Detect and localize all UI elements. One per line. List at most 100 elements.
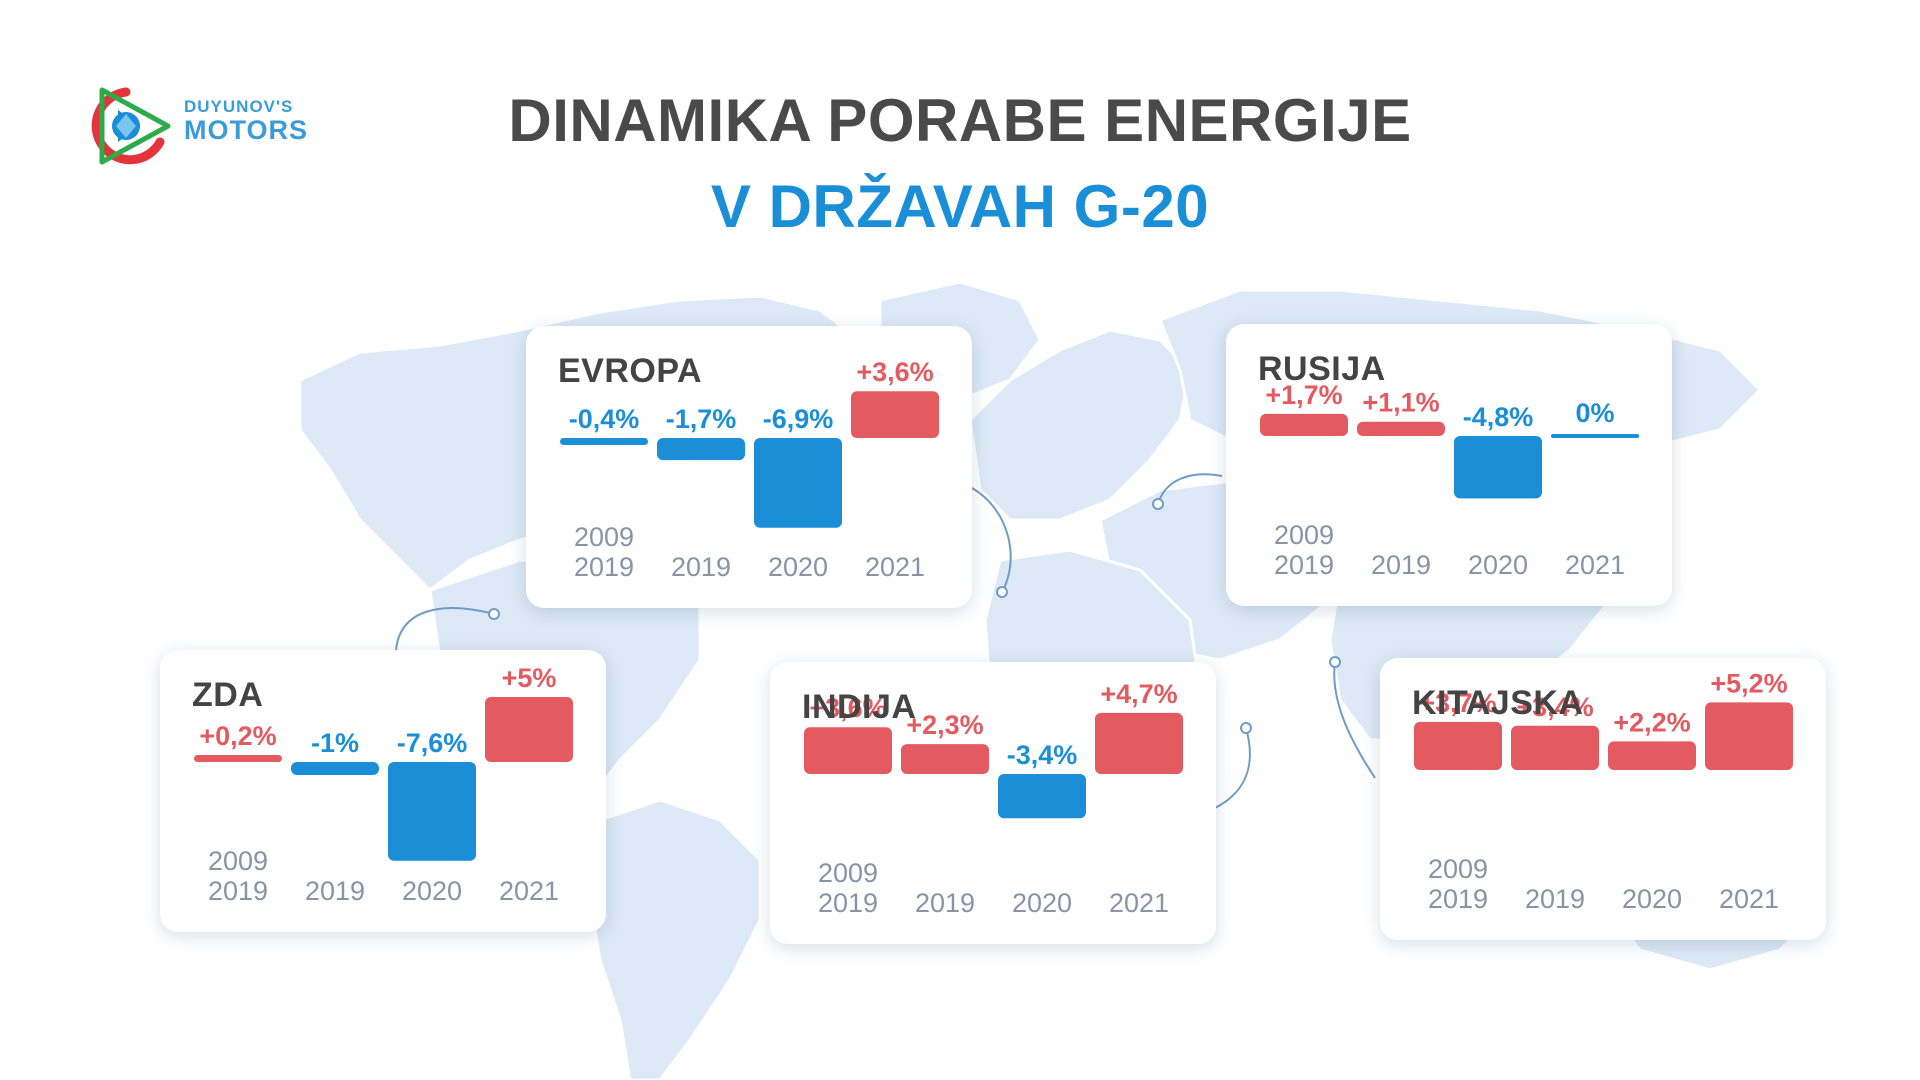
value-label-indija-0: +3,6% (809, 693, 886, 723)
logo-wordmark: DUYUNOV'S MOTORS (184, 98, 308, 144)
year-label-kitajska-0-1: 2019 (1428, 884, 1488, 914)
year-label-zda-0-0: 2009 (208, 846, 268, 876)
connector-kitajska (1333, 661, 1376, 779)
value-label-rusija-3: 0% (1575, 398, 1614, 428)
logo-line1: DUYUNOV'S (184, 97, 294, 116)
value-label-rusija-0: +1,7% (1265, 380, 1342, 410)
year-label-evropa-2-0: 2020 (768, 552, 828, 582)
card-title-evropa: EVROPA (558, 352, 703, 390)
year-label-rusija-3-0: 2021 (1565, 550, 1625, 580)
card-zda: +0,2% 2009 2019 -1% 2019 -7,6% 2020 +5% 2021 ZDA (160, 650, 606, 932)
year-label-rusija-0-0: 2009 (1274, 520, 1334, 550)
bar-rusija-2 (1454, 436, 1542, 499)
card-title-kitajska: KITAJSKA (1412, 684, 1584, 722)
bar-kitajska-1 (1511, 725, 1599, 770)
year-label-zda-3-0: 2021 (499, 876, 559, 906)
year-label-zda-1-0: 2019 (305, 876, 365, 906)
year-label-indija-0-1: 2019 (818, 888, 878, 918)
value-label-kitajska-3: +5,2% (1710, 668, 1787, 698)
connector-dot-evropa (996, 586, 1008, 598)
bar-zda-3 (485, 697, 573, 762)
bar-zda-1 (291, 762, 379, 775)
year-label-evropa-0-1: 2019 (574, 552, 634, 582)
value-label-evropa-3: +3,6% (856, 357, 933, 387)
bar-rusija-1 (1357, 421, 1445, 436)
value-label-zda-1: -1% (311, 728, 359, 758)
year-label-kitajska-0-0: 2009 (1428, 854, 1488, 884)
value-label-evropa-1: -1,7% (666, 404, 737, 434)
logo-line2: MOTORS (184, 115, 309, 145)
value-label-kitajska-0: +3,7% (1419, 688, 1496, 718)
connector-rusija (1157, 473, 1223, 505)
bar-kitajska-3 (1705, 702, 1793, 770)
bar-evropa-2 (754, 438, 842, 528)
connector-dot-zda (488, 608, 500, 620)
bar-rusija-3 (1551, 434, 1639, 438)
bar-rusija-0 (1260, 413, 1348, 436)
card-title-zda: ZDA (192, 676, 264, 714)
bar-indija-3 (1095, 712, 1183, 774)
bar-kitajska-0 (1414, 721, 1502, 770)
bar-evropa-0 (560, 438, 648, 445)
year-label-indija-1-0: 2019 (915, 888, 975, 918)
bar-indija-0 (804, 727, 892, 774)
year-label-indija-2-0: 2020 (1012, 888, 1072, 918)
map-south-america (588, 798, 762, 1080)
connector-dot-indija (1240, 722, 1252, 734)
connector-evropa (971, 487, 1012, 593)
value-label-indija-2: -3,4% (1007, 740, 1078, 770)
bar-evropa-3 (851, 391, 939, 438)
year-label-indija-0-0: 2009 (818, 858, 878, 888)
bar-evropa-1 (657, 438, 745, 461)
year-label-evropa-0-0: 2009 (574, 522, 634, 552)
card-rusija: +1,7% 2009 2019 +1,1% 2019 -4,8% 2020 0% 2021 RU… (1226, 324, 1672, 606)
year-label-rusija-1-0: 2019 (1371, 550, 1431, 580)
bar-zda-2 (388, 762, 476, 861)
value-label-kitajska-2: +2,2% (1613, 707, 1690, 737)
year-label-kitajska-1-0: 2019 (1525, 884, 1585, 914)
year-label-evropa-1-0: 2019 (671, 552, 731, 582)
bar-indija-2 (998, 774, 1086, 819)
card-indija: +3,6% 2009 2019 +2,3% 2019 -3,4% 2020 +4,7% 2021… (770, 662, 1216, 944)
year-label-kitajska-3-0: 2021 (1719, 884, 1779, 914)
logo: DUYUNOV'S MOTORS (88, 76, 348, 176)
connector-zda (395, 607, 495, 651)
bar-zda-0 (194, 755, 282, 762)
bar-indija-1 (901, 744, 989, 774)
year-label-rusija-0-1: 2019 (1274, 550, 1334, 580)
value-label-indija-1: +2,3% (906, 710, 983, 740)
year-label-rusija-2-0: 2020 (1468, 550, 1528, 580)
card-title-indija: INDIJA (802, 688, 917, 726)
value-label-zda-2: -7,6% (397, 728, 468, 758)
value-label-kitajska-1: +3,4% (1516, 692, 1593, 722)
card-title-rusija: RUSIJA (1258, 350, 1386, 388)
value-label-zda-0: +0,2% (199, 721, 276, 751)
card-kitajska: +3,7% 2009 2019 +3,4% 2019 +2,2% 2020 +5,2% 2021… (1380, 658, 1826, 940)
value-label-rusija-2: -4,8% (1463, 402, 1534, 432)
page-title: DINAMIKA PORABE ENERGIJE (508, 87, 1412, 154)
bar-kitajska-2 (1608, 741, 1696, 770)
year-label-zda-2-0: 2020 (402, 876, 462, 906)
page-subtitle: V DRŽAVAH G-20 (710, 173, 1210, 240)
map-europe (968, 328, 1192, 522)
card-evropa: -0,4% 2009 2019 -1,7% 2019 -6,9% 2020 +3,6% 2021… (526, 326, 972, 608)
value-label-evropa-2: -6,9% (763, 404, 834, 434)
value-label-zda-3: +5% (502, 663, 557, 693)
year-label-zda-0-1: 2019 (208, 876, 268, 906)
value-label-evropa-0: -0,4% (569, 404, 640, 434)
year-label-evropa-3-0: 2021 (865, 552, 925, 582)
value-label-indija-3: +4,7% (1100, 679, 1177, 709)
year-label-kitajska-2-0: 2020 (1622, 884, 1682, 914)
year-label-indija-3-0: 2021 (1109, 888, 1169, 918)
logo-emblem-icon (91, 87, 171, 165)
connector-dot-rusija (1152, 498, 1164, 510)
value-label-rusija-1: +1,1% (1362, 388, 1439, 418)
connector-dot-kitajska (1329, 656, 1341, 668)
connector-indija (1214, 727, 1251, 809)
